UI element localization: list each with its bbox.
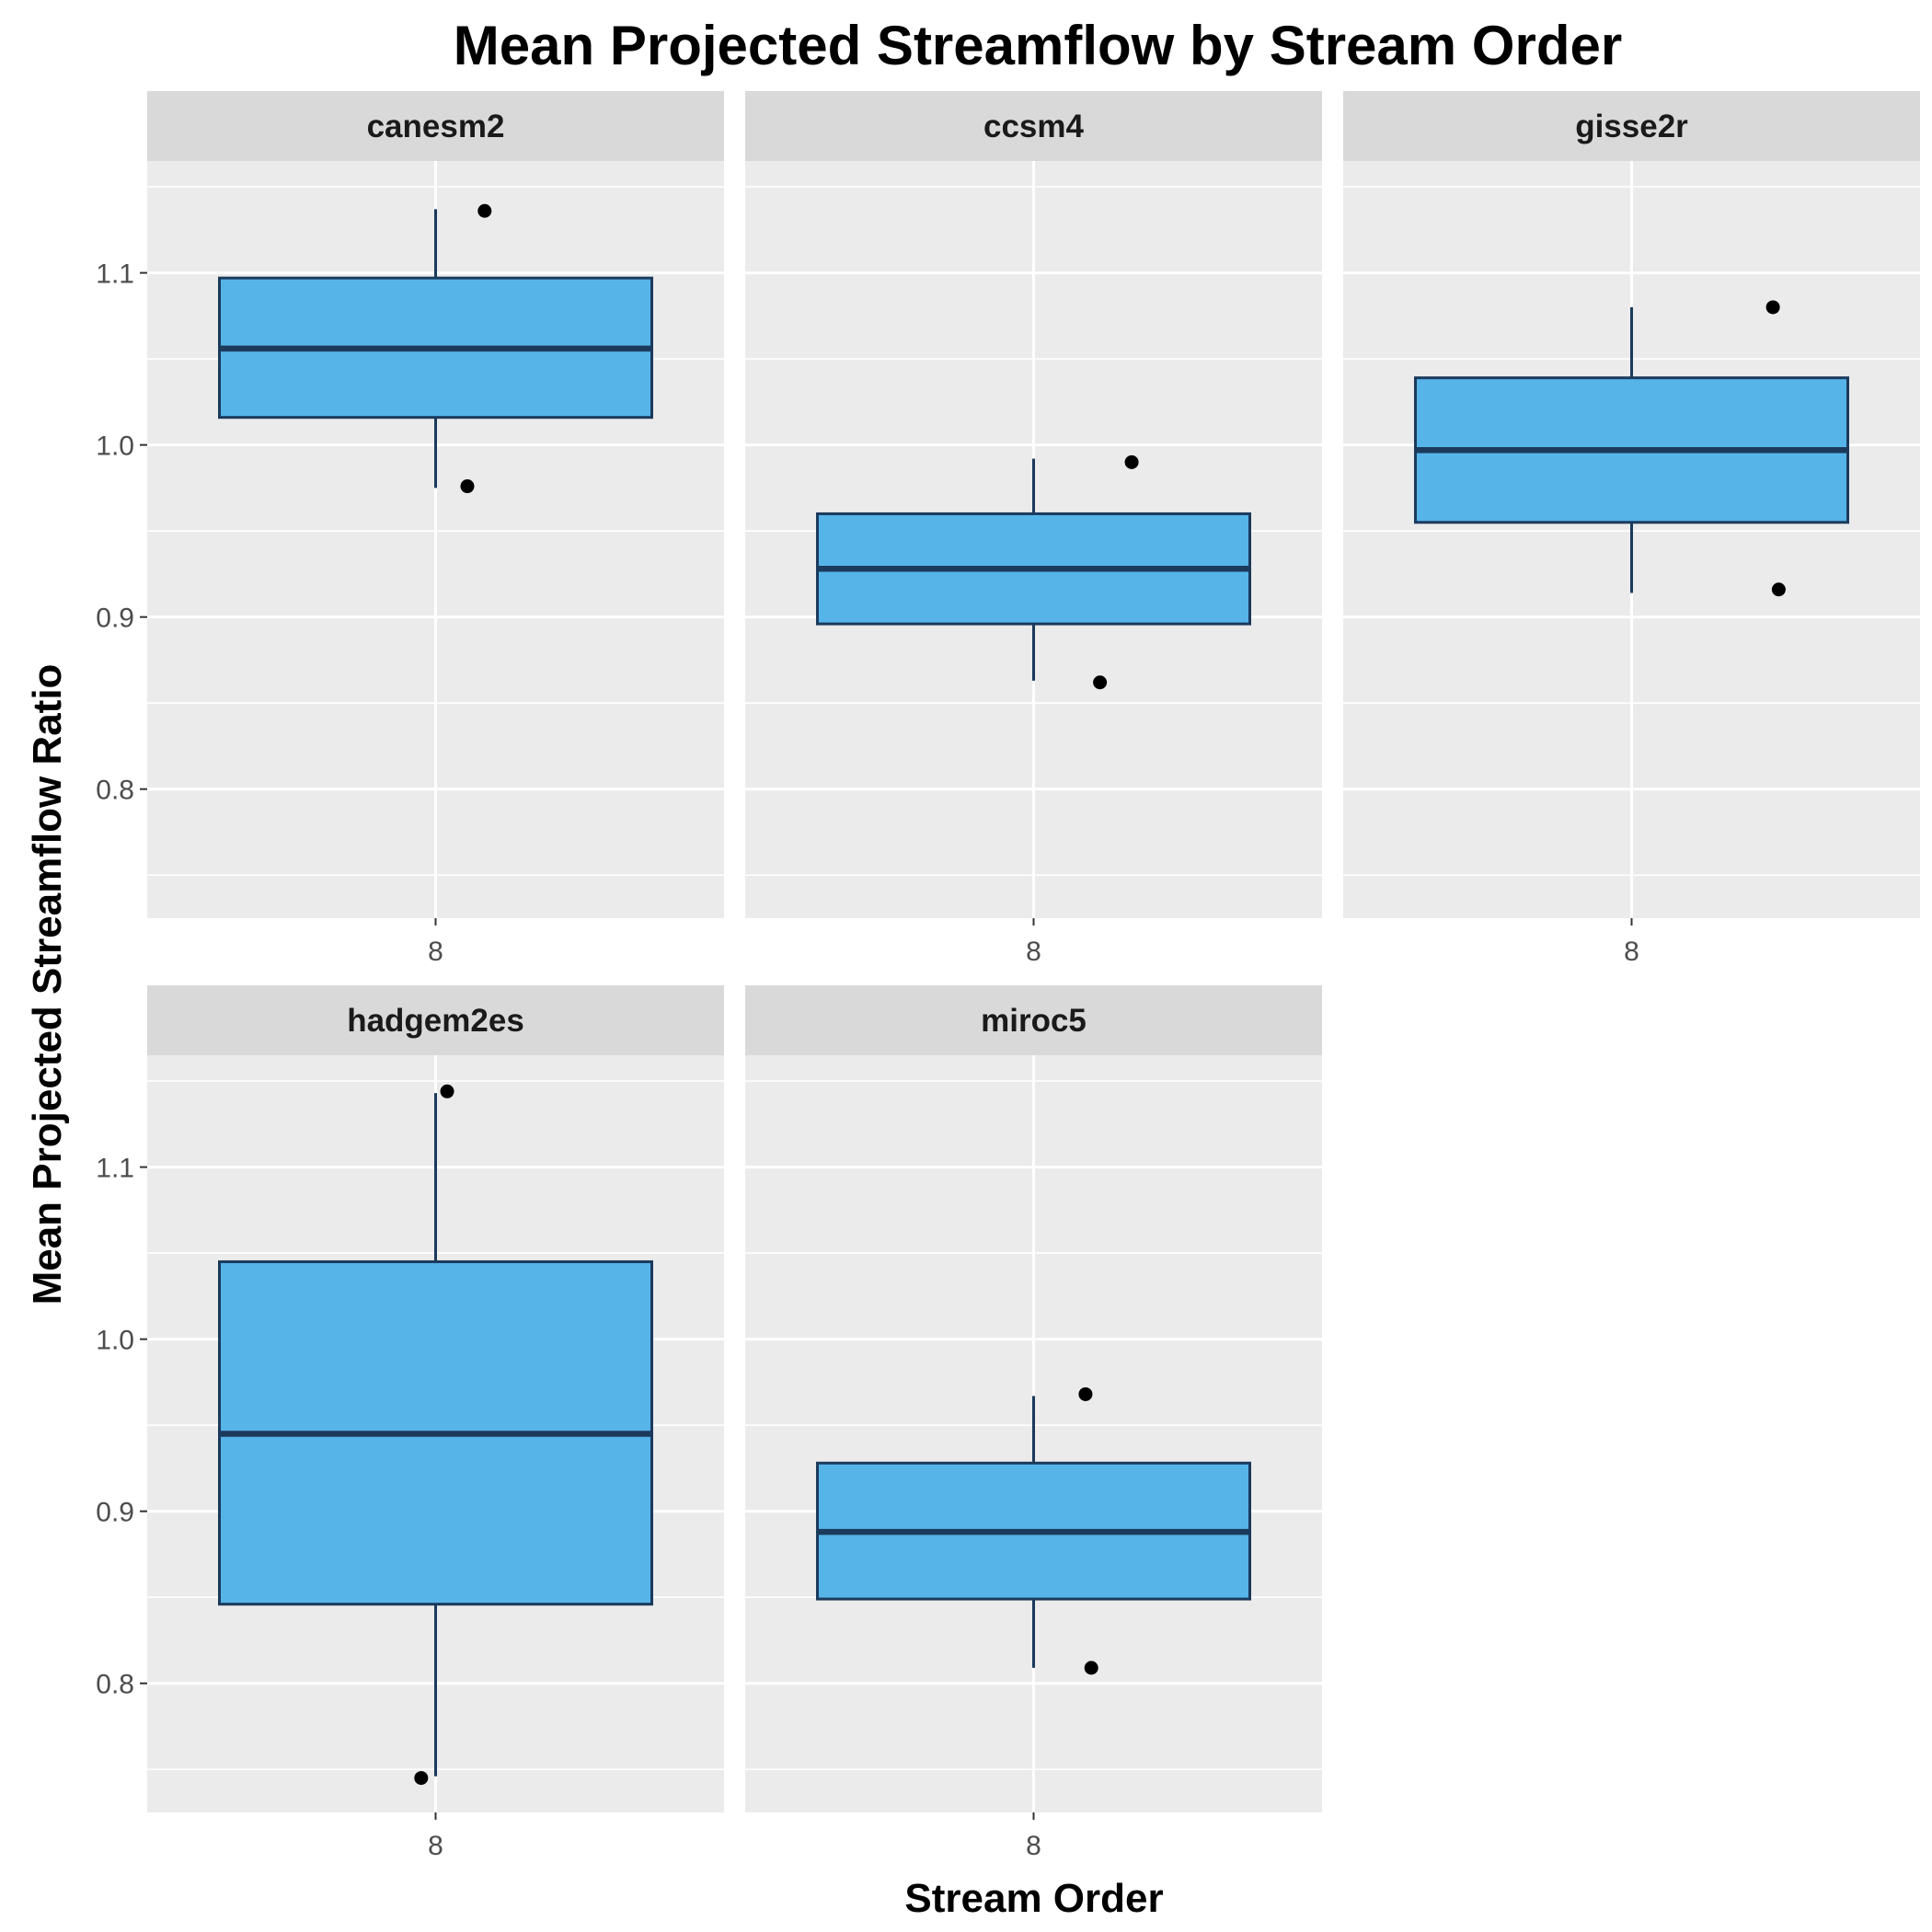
x-tick-label-miroc5: 8	[1026, 1831, 1041, 1861]
strip-label-ccsm4: ccsm4	[983, 109, 1085, 144]
outlier-point-miroc5-1	[1078, 1386, 1093, 1401]
x-tick-label-canesm2: 8	[428, 937, 443, 967]
outlier-point-canesm2-1	[477, 203, 492, 218]
outlier-point-ccsm4-2	[1093, 675, 1108, 690]
y-tick-label: 0.8	[96, 776, 134, 806]
y-tick-label: 1.0	[96, 1326, 134, 1356]
strip-canesm2	[147, 91, 724, 161]
y-tick-label: 1.0	[96, 431, 134, 462]
facet-panel-miroc5: miroc5 8	[745, 985, 1322, 1861]
x-axis-title: Stream Order	[904, 1876, 1163, 1921]
strip-ccsm4	[745, 91, 1322, 161]
x-tick-label-gisse2r: 8	[1624, 937, 1639, 967]
facet-panel-canesm2: canesm2 0.8 0.9 1.0 1.1 8	[96, 91, 724, 967]
outlier-point-ccsm4-1	[1124, 454, 1139, 469]
strip-label-gisse2r: gisse2r	[1575, 109, 1688, 144]
outlier-point-gisse2r-2	[1771, 582, 1786, 597]
strip-hadgem2es	[147, 985, 724, 1055]
chart-title: Mean Projected Streamflow by Stream Orde…	[454, 15, 1622, 76]
facet-panels: canesm20.80.91.01.18ccsm48gisse2r8hadgem…	[96, 91, 1920, 1861]
outlier-point-gisse2r-1	[1765, 300, 1780, 315]
y-tick-label: 0.9	[96, 604, 134, 634]
outlier-point-canesm2-2	[460, 479, 475, 494]
strip-gisse2r	[1343, 91, 1920, 161]
y-axis-title: Mean Projected Streamflow Ratio	[25, 664, 70, 1305]
facet-panel-hadgem2es: hadgem2es 0.8 0.9 1.0 1.1 8	[96, 985, 724, 1861]
y-tick-label: 0.8	[96, 1670, 134, 1700]
x-tick-label-hadgem2es: 8	[428, 1831, 443, 1861]
x-tick-label-ccsm4: 8	[1026, 937, 1041, 967]
strip-label-hadgem2es: hadgem2es	[347, 1003, 524, 1039]
strip-label-canesm2: canesm2	[367, 109, 505, 144]
strip-label-miroc5: miroc5	[981, 1003, 1087, 1039]
y-tick-label: 1.1	[96, 1154, 134, 1184]
outlier-point-miroc5-2	[1084, 1661, 1098, 1675]
y-tick-label: 0.9	[96, 1498, 134, 1528]
strip-miroc5	[745, 985, 1322, 1055]
facet-panel-gisse2r: gisse2r 8	[1343, 91, 1920, 967]
outlier-point-hadgem2es-2	[414, 1771, 429, 1786]
outlier-point-hadgem2es-1	[440, 1084, 454, 1098]
y-tick-label: 1.1	[96, 259, 134, 290]
facet-panel-ccsm4: ccsm4 8	[745, 91, 1322, 967]
